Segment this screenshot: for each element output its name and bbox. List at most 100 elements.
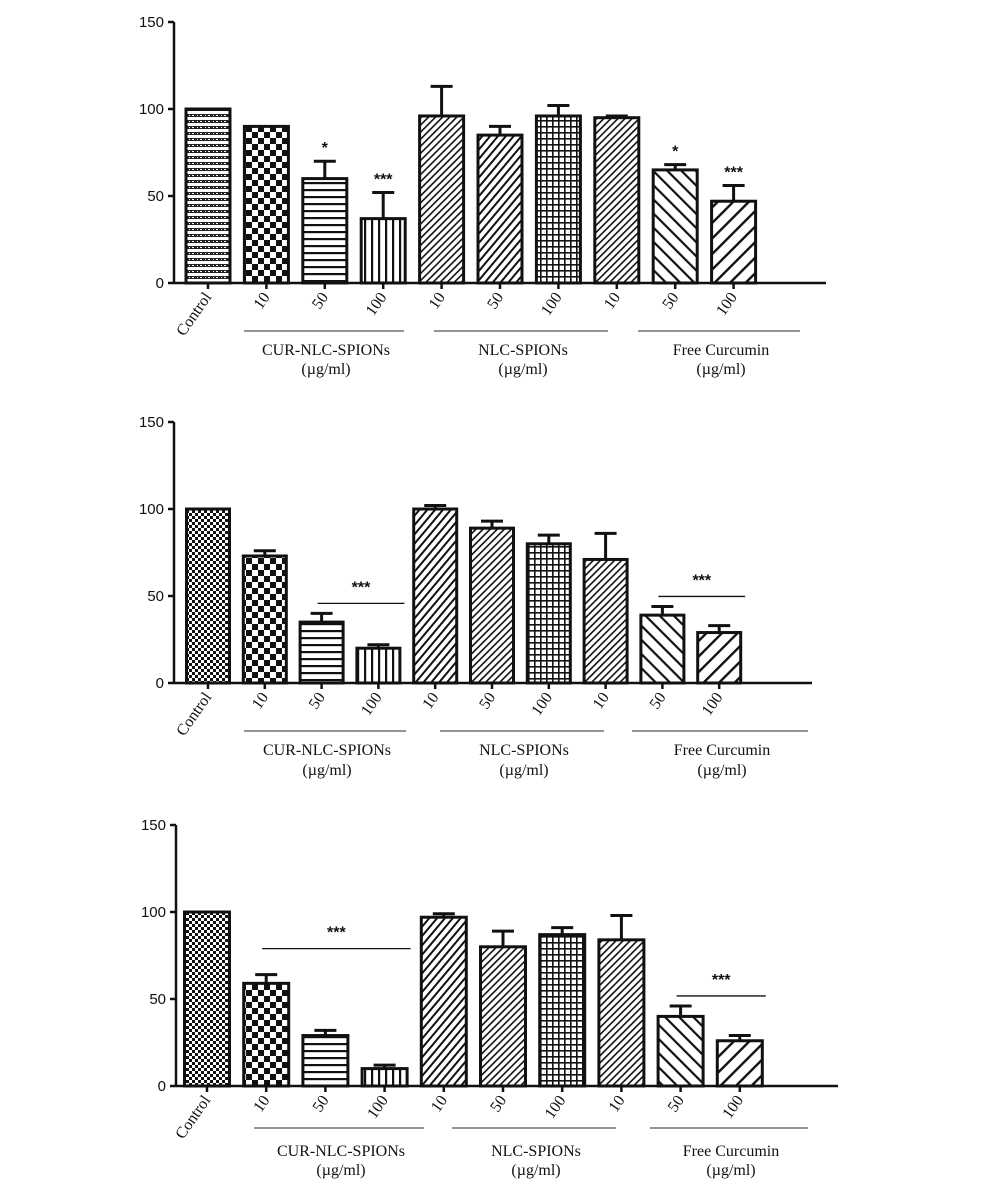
significance-marker: *** [692,572,711,589]
group-unit: (µg/ml) [302,762,351,779]
y-tick-label: 150 [139,14,164,31]
group-unit: (µg/ml) [301,361,350,378]
x-tick-label: 100 [358,690,386,719]
significance-marker: *** [724,165,743,182]
group-unit: (µg/ml) [498,361,547,378]
bar [419,915,468,1088]
bar [359,217,407,285]
bar [479,945,527,1088]
x-tick-label: 50 [484,290,507,313]
bar [183,910,231,1088]
bar [412,507,459,685]
x-tick-label: 100 [364,1093,392,1122]
bar [582,557,629,685]
y-tick-label: 150 [141,817,166,834]
x-tick-label: 10 [250,1093,273,1116]
x-tick-label: Control [173,289,215,339]
x-tick-label: 50 [647,690,670,713]
x-tick-label: 100 [542,1093,570,1122]
x-tick-label: 100 [538,290,566,319]
group-unit: (µg/ml) [316,1162,365,1179]
bar [242,981,291,1088]
x-tick-label: 100 [719,1093,747,1122]
chart-panel-top: 0 50 100 150 Control 10 50 100 10 50 100 10 50 100 CUR… [139,14,826,378]
x-tick-label: 50 [659,290,682,313]
x-tick-label: 10 [249,690,272,713]
group-label: Free Curcumin [674,742,770,759]
y-tick-label: 50 [149,991,166,1008]
bar [298,620,345,685]
bar [355,646,402,685]
significance-marker: *** [374,172,393,189]
x-tick-label: 10 [601,290,624,313]
bar [184,107,232,285]
x-tick-label: 50 [310,1093,333,1116]
group-label: Free Curcumin [673,342,769,359]
bar [715,1039,764,1088]
x-tick-label: Control [173,689,215,739]
bar [241,554,288,685]
chart-panel-bottom: 0 50 100 150 Control 10 50 100 10 50 100 10 50 100 CUR… [141,817,838,1179]
bar [185,507,231,685]
bar [418,114,466,285]
y-tick-label: 0 [158,1078,166,1095]
group-unit: (µg/ml) [706,1162,755,1179]
group-unit: (µg/ml) [697,762,746,779]
x-tick-label: 10 [419,690,442,713]
x-tick-label: 10 [251,290,274,313]
y-tick-label: 0 [156,675,164,692]
x-tick-label: 50 [306,690,329,713]
x-tick-label: 50 [309,290,332,313]
x-tick-label: 100 [699,690,727,719]
bar [597,938,646,1088]
significance-marker: *** [327,925,346,942]
y-tick-label: 100 [139,501,164,518]
bar [301,177,349,285]
x-tick-label: 100 [363,290,391,319]
group-label: NLC-SPIONs [478,342,568,359]
x-tick-label: 50 [665,1093,688,1116]
significance-marker: * [672,144,679,161]
significance-marker: *** [712,972,731,989]
x-tick-label: 100 [528,690,556,719]
y-tick-label: 50 [147,588,164,605]
x-tick-label: 10 [428,1093,451,1116]
bar [476,133,524,285]
group-label: CUR-NLC-SPIONs [277,1143,405,1160]
group-unit: (µg/ml) [499,762,548,779]
group-label: NLC-SPIONs [491,1143,581,1160]
bar [534,114,582,285]
bar [696,631,743,685]
bar [710,199,758,285]
y-tick-label: 100 [141,904,166,921]
significance-marker: * [322,140,329,157]
bar [656,1014,705,1088]
group-unit: (µg/ml) [696,361,745,378]
group-label: NLC-SPIONs [479,742,569,759]
x-tick-label: 50 [476,690,499,713]
chart-panel-middle: 0 50 100 150 Control 10 50 100 10 50 100 10 50 100 CUR… [139,414,812,779]
bar [651,168,699,285]
significance-marker: *** [352,579,371,596]
x-tick-label: 100 [713,290,741,319]
bar [525,542,572,685]
x-tick-label: 10 [426,290,449,313]
bar [639,613,686,685]
y-tick-label: 100 [139,101,164,118]
bar [360,1067,409,1088]
y-tick-label: 50 [147,188,164,205]
x-tick-label: 10 [606,1093,629,1116]
group-label: CUR-NLC-SPIONs [263,742,391,759]
y-tick-label: 0 [156,275,164,292]
group-label: CUR-NLC-SPIONs [262,342,390,359]
x-tick-label: Control [172,1092,214,1142]
group-label: Free Curcumin [683,1143,779,1160]
y-tick-label: 150 [139,414,164,431]
bar [301,1034,350,1088]
x-tick-label: 50 [487,1093,510,1116]
bar [242,124,290,285]
bar [593,116,641,285]
group-unit: (µg/ml) [511,1162,560,1179]
bar [538,933,587,1088]
